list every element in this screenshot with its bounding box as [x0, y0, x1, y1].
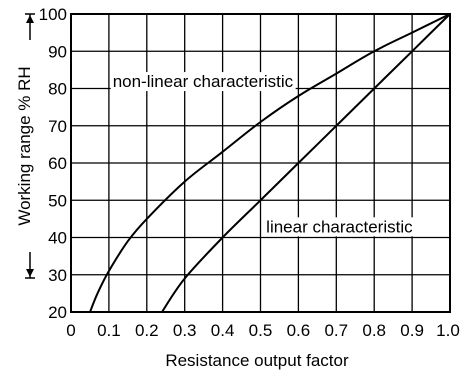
y-axis-bracket-top-arrow	[26, 15, 34, 23]
annotation-label: non-linear characteristic	[113, 72, 294, 91]
annotations: non-linear characteristic linear characte…	[110, 72, 416, 237]
y-tick-label: 100	[39, 5, 67, 24]
x-tick-label: 0.5	[249, 321, 273, 340]
y-tick-label: 60	[48, 154, 67, 173]
annotation-backdrop	[264, 217, 416, 237]
x-tick-label: 0.8	[362, 321, 386, 340]
y-axis-bracket	[25, 13, 35, 279]
series-line-non-linear	[89, 13, 451, 313]
y-axis-label: Working range % RH	[15, 66, 34, 225]
x-tick-label: 1.0	[436, 321, 460, 340]
y-axis-bracket-bottom-arrow	[26, 269, 34, 277]
x-tick-label: 0.1	[97, 321, 121, 340]
y-tick-label: 30	[48, 266, 67, 285]
y-tick-label: 70	[48, 117, 67, 136]
y-tick-label: 80	[48, 80, 67, 99]
annotation-label: linear characteristic	[266, 217, 413, 236]
y-tick-label: 50	[48, 191, 67, 210]
y-tick-label: 90	[48, 42, 67, 61]
series-group	[89, 13, 451, 313]
x-tick-label: 0.9	[400, 321, 424, 340]
x-tick-label: 0.7	[324, 321, 348, 340]
x-tick-label: 0.2	[135, 321, 159, 340]
y-tick-label: 20	[48, 303, 67, 322]
series-line-linear	[161, 13, 451, 313]
x-tick-label: 0	[66, 321, 75, 340]
annotation-backdrop	[110, 72, 296, 92]
x-tick-label: 0.4	[211, 321, 235, 340]
y-tick-labels: 20 30 40 50 60 70 80 90 100	[39, 5, 67, 322]
x-tick-label: 0.3	[173, 321, 197, 340]
x-tick-label: 0.6	[287, 321, 311, 340]
grid	[70, 13, 451, 313]
x-axis-label: Resistance output factor	[165, 351, 349, 370]
y-tick-label: 40	[48, 229, 67, 248]
plot-frame	[70, 13, 451, 313]
x-tick-labels: 0 0.1 0.2 0.3 0.4 0.5 0.6 0.7 0.8 0.9 1.0	[66, 321, 460, 340]
